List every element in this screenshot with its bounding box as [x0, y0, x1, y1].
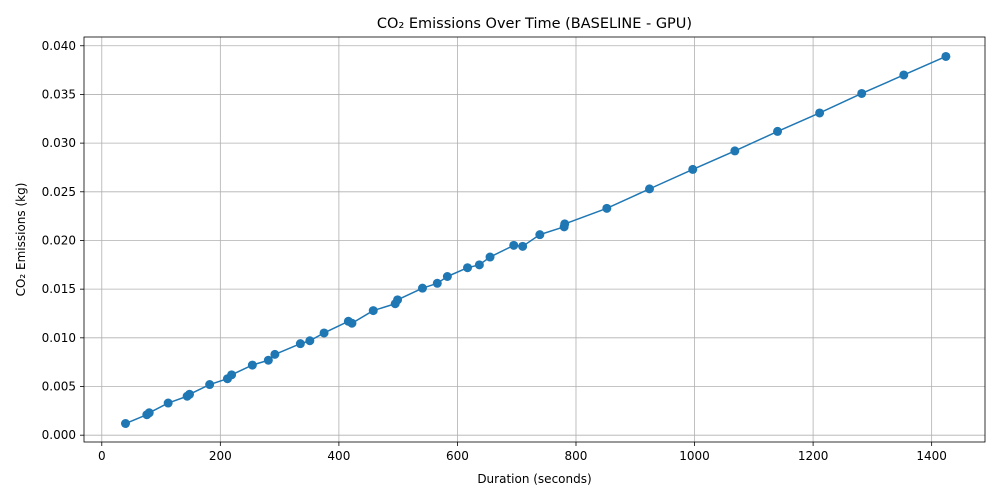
data-point	[263, 355, 273, 365]
data-point	[270, 349, 280, 359]
y-tick-label: 0.030	[42, 136, 76, 150]
x-tick-label: 800	[565, 449, 588, 463]
x-tick-label: 1400	[916, 449, 947, 463]
data-point	[247, 360, 257, 370]
data-point	[185, 389, 195, 399]
data-point	[518, 241, 528, 251]
data-point	[560, 219, 570, 229]
y-tick-label: 0.015	[42, 282, 76, 296]
data-point	[535, 230, 545, 240]
data-point	[463, 263, 473, 273]
y-tick-label: 0.035	[42, 87, 76, 101]
series-line	[125, 55, 947, 425]
x-axis-label: Duration (seconds)	[477, 472, 591, 486]
data-point	[347, 318, 357, 328]
x-tick-label: 600	[446, 449, 469, 463]
data-point	[144, 408, 154, 418]
data-point	[485, 252, 495, 262]
chart-title: CO₂ Emissions Over Time (BASELINE - GPU)	[377, 16, 692, 32]
y-tick-label: 0.000	[42, 428, 76, 442]
data-point	[474, 260, 484, 270]
data-point	[295, 339, 305, 349]
data-point	[368, 306, 378, 316]
data-point	[305, 336, 315, 346]
x-tick-label: 0	[98, 449, 106, 463]
y-tick-label: 0.025	[42, 185, 76, 199]
data-point	[941, 51, 951, 61]
y-axis-label: CO₂ Emissions (kg)	[14, 183, 28, 297]
data-point	[899, 70, 909, 80]
data-point	[227, 370, 237, 380]
data-point	[120, 419, 130, 429]
data-point	[432, 278, 442, 288]
x-tick-label: 1200	[798, 449, 829, 463]
data-point	[857, 88, 867, 98]
data-point	[319, 328, 329, 338]
grid	[84, 37, 985, 442]
data-point	[730, 146, 740, 156]
plot-frame	[83, 36, 986, 443]
data-point	[602, 203, 612, 213]
data-point	[644, 184, 654, 194]
y-tick-label: 0.005	[42, 380, 76, 394]
series-layer	[120, 51, 951, 429]
data-point	[688, 164, 698, 174]
data-point	[163, 398, 173, 408]
data-point	[205, 380, 215, 390]
data-point	[815, 108, 825, 118]
data-point	[393, 295, 403, 305]
x-tick-label: 400	[327, 449, 350, 463]
data-point	[417, 283, 427, 293]
data-point	[442, 271, 452, 281]
x-tick-label: 1000	[679, 449, 710, 463]
ticks: 0 200 400 600 800 1000 1200 1400 0.000 0.005 0.010…	[42, 39, 947, 463]
data-point	[509, 240, 519, 250]
y-tick-label: 0.040	[42, 39, 76, 53]
y-tick-label: 0.010	[42, 331, 76, 345]
data-point	[773, 126, 783, 136]
y-tick-label: 0.020	[42, 233, 76, 247]
x-tick-label: 200	[209, 449, 232, 463]
